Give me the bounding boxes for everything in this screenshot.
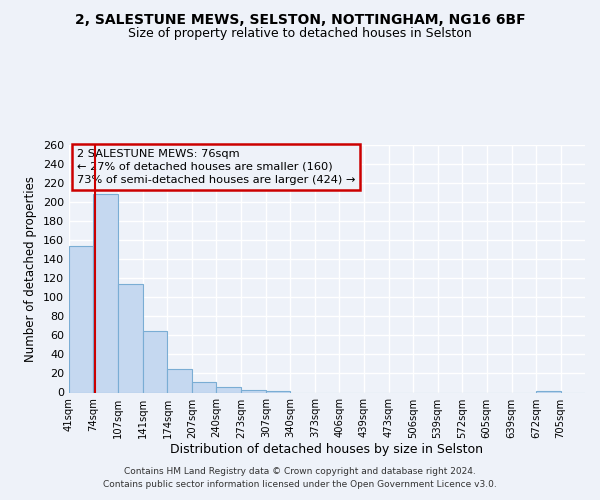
Bar xyxy=(167,368,192,392)
Y-axis label: Number of detached properties: Number of detached properties xyxy=(25,176,37,362)
Text: Contains public sector information licensed under the Open Government Licence v3: Contains public sector information licen… xyxy=(103,480,497,489)
X-axis label: Distribution of detached houses by size in Selston: Distribution of detached houses by size … xyxy=(170,444,484,456)
Bar xyxy=(266,390,290,392)
Bar xyxy=(217,387,241,392)
Text: Contains HM Land Registry data © Crown copyright and database right 2024.: Contains HM Land Registry data © Crown c… xyxy=(124,467,476,476)
Text: Size of property relative to detached houses in Selston: Size of property relative to detached ho… xyxy=(128,28,472,40)
Bar xyxy=(94,194,118,392)
Text: 2, SALESTUNE MEWS, SELSTON, NOTTINGHAM, NG16 6BF: 2, SALESTUNE MEWS, SELSTON, NOTTINGHAM, … xyxy=(74,12,526,26)
Bar xyxy=(143,330,167,392)
Text: 2 SALESTUNE MEWS: 76sqm
← 27% of detached houses are smaller (160)
73% of semi-d: 2 SALESTUNE MEWS: 76sqm ← 27% of detache… xyxy=(77,148,355,185)
Bar xyxy=(536,390,560,392)
Bar xyxy=(118,284,143,393)
Bar xyxy=(69,246,94,392)
Bar xyxy=(241,390,266,392)
Bar xyxy=(192,382,217,392)
